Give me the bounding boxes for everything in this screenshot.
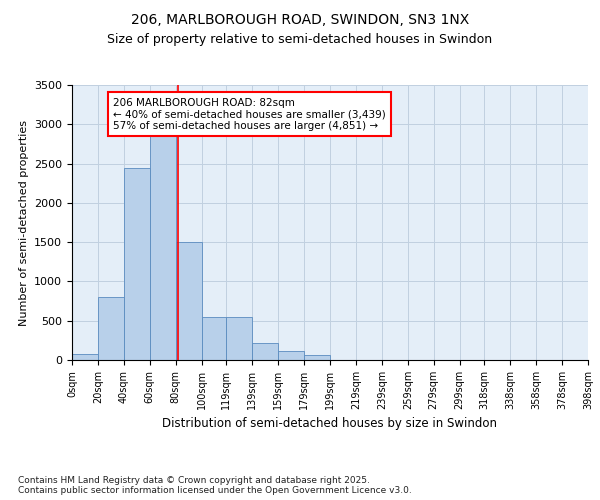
Text: Contains HM Land Registry data © Crown copyright and database right 2025.
Contai: Contains HM Land Registry data © Crown c… xyxy=(18,476,412,495)
Text: Size of property relative to semi-detached houses in Swindon: Size of property relative to semi-detach… xyxy=(107,32,493,46)
Text: 206 MARLBOROUGH ROAD: 82sqm
← 40% of semi-detached houses are smaller (3,439)
57: 206 MARLBOROUGH ROAD: 82sqm ← 40% of sem… xyxy=(113,98,386,131)
Bar xyxy=(278,352,304,360)
Bar xyxy=(176,242,202,360)
Bar xyxy=(98,297,124,360)
Bar xyxy=(124,168,150,360)
Bar xyxy=(202,317,226,360)
Y-axis label: Number of semi-detached properties: Number of semi-detached properties xyxy=(19,120,29,326)
Bar xyxy=(304,356,330,360)
Bar xyxy=(72,354,98,360)
Bar xyxy=(150,94,176,360)
Bar xyxy=(226,317,252,360)
Bar xyxy=(252,342,278,360)
X-axis label: Distribution of semi-detached houses by size in Swindon: Distribution of semi-detached houses by … xyxy=(163,418,497,430)
Text: 206, MARLBOROUGH ROAD, SWINDON, SN3 1NX: 206, MARLBOROUGH ROAD, SWINDON, SN3 1NX xyxy=(131,12,469,26)
